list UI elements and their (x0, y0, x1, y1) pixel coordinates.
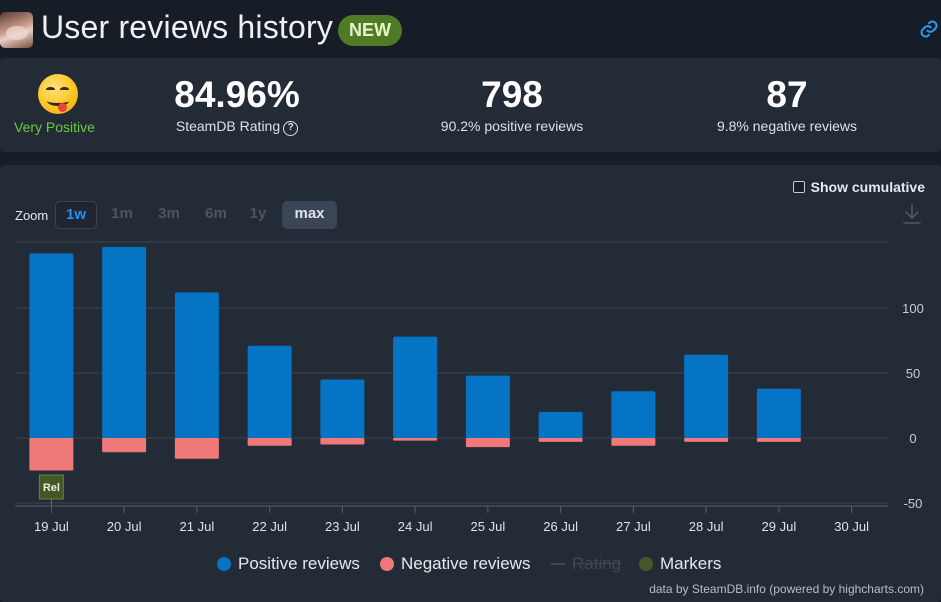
bar-negative (320, 438, 365, 445)
page-title: User reviews history (41, 9, 334, 45)
bar-negative (611, 438, 656, 446)
bar-positive (756, 388, 801, 438)
bar-negative (538, 438, 583, 442)
checkbox[interactable] (792, 181, 805, 193)
negative-count: 87 (766, 74, 808, 115)
zoom-1m-button[interactable]: 1m (111, 205, 133, 222)
x-tick-label: 21 Jul (180, 519, 215, 534)
x-tick-label: 26 Jul (543, 519, 578, 534)
bar-negative (684, 438, 729, 442)
steamdb-rating-label: SteamDB Rating? (147, 118, 327, 136)
bar-negative (465, 438, 510, 448)
bar-negative (29, 438, 74, 471)
bar-positive (684, 354, 729, 438)
release-marker-label: Rel (43, 482, 60, 494)
bar-positive (538, 412, 583, 438)
legend-markers[interactable]: Markers (639, 554, 721, 574)
yum-face-icon (38, 74, 78, 114)
chart-plot-area: 100 50 0 -50 19 Jul 20 Jul 21 Jul 22 Jul 23 Jul 2… (15, 241, 924, 534)
zoom-3m-button[interactable]: 3m (158, 205, 180, 222)
y-tick-label: 100 (902, 301, 924, 316)
x-tick-label: 25 Jul (471, 519, 506, 534)
zoom-6m-button[interactable]: 6m (205, 205, 227, 222)
x-tick-label: 23 Jul (325, 519, 360, 534)
markers-dot-icon (639, 557, 653, 571)
zoom-max-button[interactable]: max (282, 201, 337, 229)
positive-count: 798 (481, 74, 543, 115)
legend-markers-label: Markers (660, 554, 722, 573)
review-verdict: Very Positive (14, 119, 95, 135)
positive-percent-label: 90.2% positive reviews (440, 118, 584, 134)
x-tick-label: 30 Jul (834, 519, 869, 534)
x-tick-label: 28 Jul (689, 519, 724, 534)
bar-positive (611, 391, 656, 438)
release-marker (38, 474, 64, 500)
bar-negative (247, 438, 292, 446)
show-cumulative-toggle[interactable]: Show cumulative (792, 179, 925, 195)
legend-positive[interactable]: Positive reviews (217, 554, 360, 574)
x-tick-label: 22 Jul (252, 519, 287, 534)
game-avatar (0, 12, 33, 48)
bar-positive (320, 379, 365, 438)
x-tick-label: 24 Jul (398, 519, 433, 534)
legend-positive-label: Positive reviews (238, 554, 360, 573)
reviews-chart: Show cumulative Zoom 1w 1m 3m 6m 1y max … (0, 165, 941, 602)
bar-positive (102, 246, 147, 438)
y-tick-label: -50 (904, 496, 923, 511)
legend-negative-label: Negative reviews (401, 554, 531, 573)
x-tick-label: 27 Jul (616, 519, 651, 534)
legend-negative[interactable]: Negative reviews (380, 554, 530, 574)
bar-negative (393, 438, 438, 441)
bar-positive (465, 375, 510, 438)
steamdb-rating-value: 84.96% (174, 74, 300, 115)
header: User reviews history NEW (0, 0, 941, 58)
bar-positive (29, 253, 74, 438)
bar-positive (247, 345, 292, 438)
review-stats-panel: Very Positive 84.96% SteamDB Rating? 798… (0, 58, 941, 152)
negative-percent-label: 9.8% negative reviews (716, 118, 858, 134)
y-tick-label: 0 (909, 431, 916, 446)
legend-rating[interactable]: Rating (551, 554, 621, 574)
zoom-1y-button[interactable]: 1y (249, 205, 267, 222)
legend-rating-label: Rating (572, 554, 622, 573)
bar-negative (102, 438, 147, 453)
bar-negative (174, 438, 219, 459)
positive-dot-icon (217, 557, 231, 571)
negative-dot-icon (380, 557, 394, 571)
x-tick-label: 20 Jul (107, 519, 142, 534)
link-icon[interactable] (919, 19, 939, 39)
chart-credits[interactable]: data by SteamDB.info (powered by highcha… (649, 582, 924, 596)
zoom-1w-button[interactable]: 1w (55, 201, 97, 229)
show-cumulative-label: Show cumulative (810, 179, 925, 195)
help-icon[interactable]: ? (283, 121, 299, 136)
zoom-label: Zoom (15, 208, 49, 223)
y-tick-label: 50 (906, 366, 920, 381)
rating-line-icon (551, 563, 565, 565)
bar-negative (756, 438, 801, 442)
x-tick-label: 19 Jul (34, 519, 69, 534)
bar-positive (174, 292, 219, 438)
x-tick-label: 29 Jul (762, 519, 797, 534)
new-badge: NEW (338, 15, 402, 46)
download-icon[interactable] (902, 203, 922, 225)
bar-positive (393, 336, 438, 438)
